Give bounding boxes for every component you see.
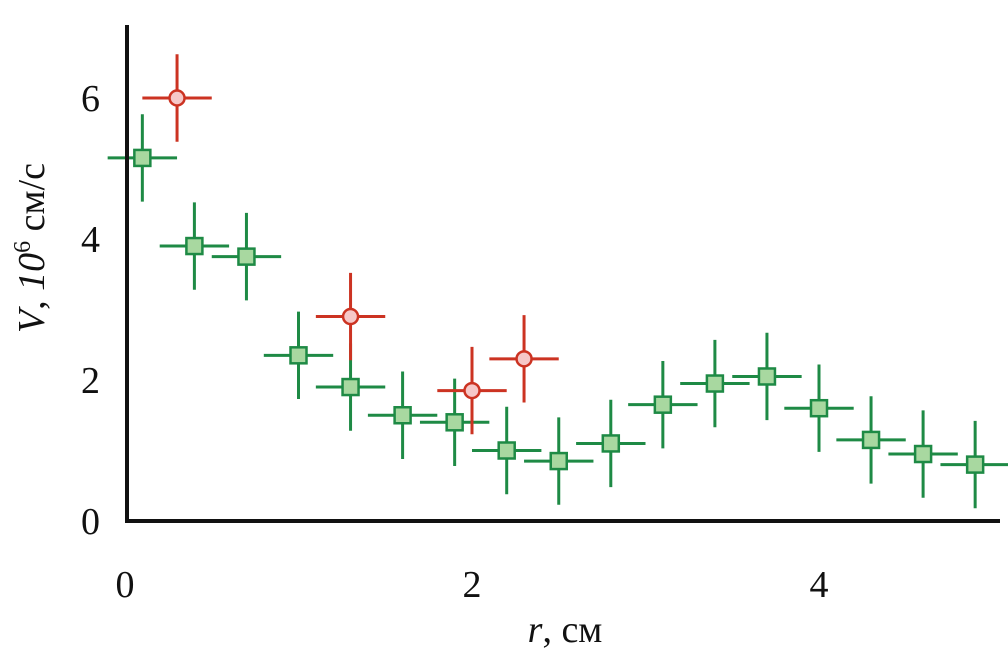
data-marks xyxy=(107,54,1008,509)
x-tick-label: 0 xyxy=(116,564,135,606)
data-point-square xyxy=(419,378,490,467)
data-point-circle xyxy=(437,346,507,435)
data-point-square xyxy=(576,399,646,488)
square-marker xyxy=(341,377,360,397)
x-axis-unit: , см xyxy=(542,609,602,651)
y-axis-title: V, 106 см/с xyxy=(10,163,53,333)
data-point-circle xyxy=(489,315,559,403)
data-point-square xyxy=(367,371,438,459)
square-marker xyxy=(445,413,464,432)
circle-marker xyxy=(341,307,360,326)
y-axis-separator: , xyxy=(11,291,53,310)
data-point-square xyxy=(263,311,334,400)
circle-marker xyxy=(463,381,481,400)
data-point-square xyxy=(784,364,854,452)
square-marker xyxy=(289,346,308,365)
y-axis-scale: 10 xyxy=(11,253,53,291)
square-marker xyxy=(757,367,777,386)
data-point-square xyxy=(524,417,594,505)
square-marker xyxy=(237,247,256,266)
square-marker xyxy=(497,441,516,460)
x-tick-label: 4 xyxy=(810,564,829,606)
series-square xyxy=(107,114,1008,509)
data-point-square xyxy=(888,410,958,498)
y-axis-variable: V xyxy=(11,306,53,333)
data-point-circle xyxy=(142,54,212,142)
data-point-square xyxy=(836,396,906,484)
square-marker xyxy=(809,398,829,418)
y-axis-unit: см/с xyxy=(11,163,53,241)
square-marker xyxy=(861,430,881,450)
tick-labels: 0 2 4 0 2 4 6 xyxy=(81,78,829,606)
data-point-square xyxy=(107,114,178,202)
data-point-square xyxy=(211,212,282,301)
square-marker xyxy=(965,455,985,474)
circle-marker xyxy=(515,350,533,368)
circle-marker xyxy=(168,89,186,107)
square-marker xyxy=(393,406,412,425)
square-marker xyxy=(913,444,933,464)
y-tick-label: 6 xyxy=(81,78,100,120)
data-point-circle xyxy=(315,272,386,361)
square-marker xyxy=(705,374,725,393)
square-marker xyxy=(185,236,204,256)
y-tick-label: 2 xyxy=(81,360,100,402)
x-axis-variable: r xyxy=(528,609,543,651)
y-tick-label: 4 xyxy=(81,219,100,261)
series-circle xyxy=(142,54,559,435)
data-point-square xyxy=(940,420,1008,509)
square-marker xyxy=(549,451,568,471)
square-marker xyxy=(653,395,673,414)
data-point-square xyxy=(159,202,230,290)
data-point-square xyxy=(472,406,542,495)
data-point-square xyxy=(680,339,750,428)
x-tick-label: 2 xyxy=(463,564,482,606)
square-marker xyxy=(601,434,621,453)
data-point-square xyxy=(732,332,802,421)
x-axis-title: r, см xyxy=(528,609,603,651)
data-point-square xyxy=(628,360,698,449)
square-marker xyxy=(133,148,152,168)
y-tick-label: 0 xyxy=(81,501,100,543)
y-axis-exponent: 6 xyxy=(10,241,36,253)
